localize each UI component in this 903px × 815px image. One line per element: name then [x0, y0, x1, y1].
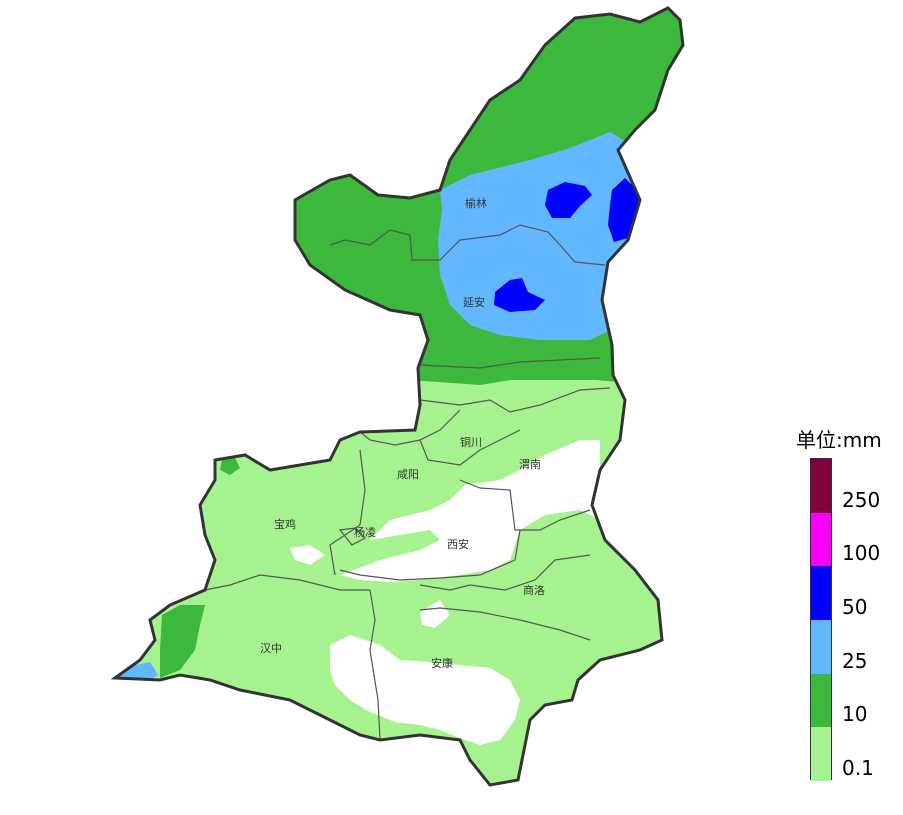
city-label-ankang: 安康	[431, 656, 453, 670]
city-labels: 榆林 延安 铜川 咸阳 渭南 宝鸡 杨凌 西安 商洛 汉中 安康	[260, 196, 545, 670]
legend-tick-label: 100	[842, 541, 881, 566]
city-label-xianyang: 咸阳	[397, 468, 419, 481]
city-label-tongchuan: 铜川	[460, 435, 482, 449]
city-label-yulin: 榆林	[465, 196, 487, 210]
legend-tick-label: 25	[842, 648, 868, 673]
legend-tick-label: 50	[842, 595, 868, 619]
legend-swatch	[811, 673, 831, 728]
city-label-hanzhong: 汉中	[260, 642, 282, 655]
city-boundaries	[204, 224, 611, 741]
city-label-yanan: 延安	[463, 295, 485, 309]
precipitation-fill	[115, 8, 683, 785]
legend-title: 单位:mm	[796, 428, 882, 452]
city-label-yangling: 杨凌	[354, 525, 376, 539]
legend-swatch	[811, 512, 831, 567]
legend-swatch	[811, 459, 831, 513]
legend-swatch	[811, 727, 831, 781]
legend-swatch	[811, 566, 831, 620]
legend-swatch	[811, 620, 831, 674]
city-label-shangluo: 商洛	[523, 583, 545, 597]
legend-colorbar	[810, 458, 832, 781]
city-label-weinan: 渭南	[519, 458, 541, 471]
city-label-xian: 西安	[447, 537, 469, 551]
legend-tick-label: 10	[842, 702, 868, 727]
legend-tick-label: 0.1	[842, 756, 874, 780]
legend-tick-label: 250	[842, 487, 881, 512]
city-label-baoji: 宝鸡	[274, 517, 296, 531]
